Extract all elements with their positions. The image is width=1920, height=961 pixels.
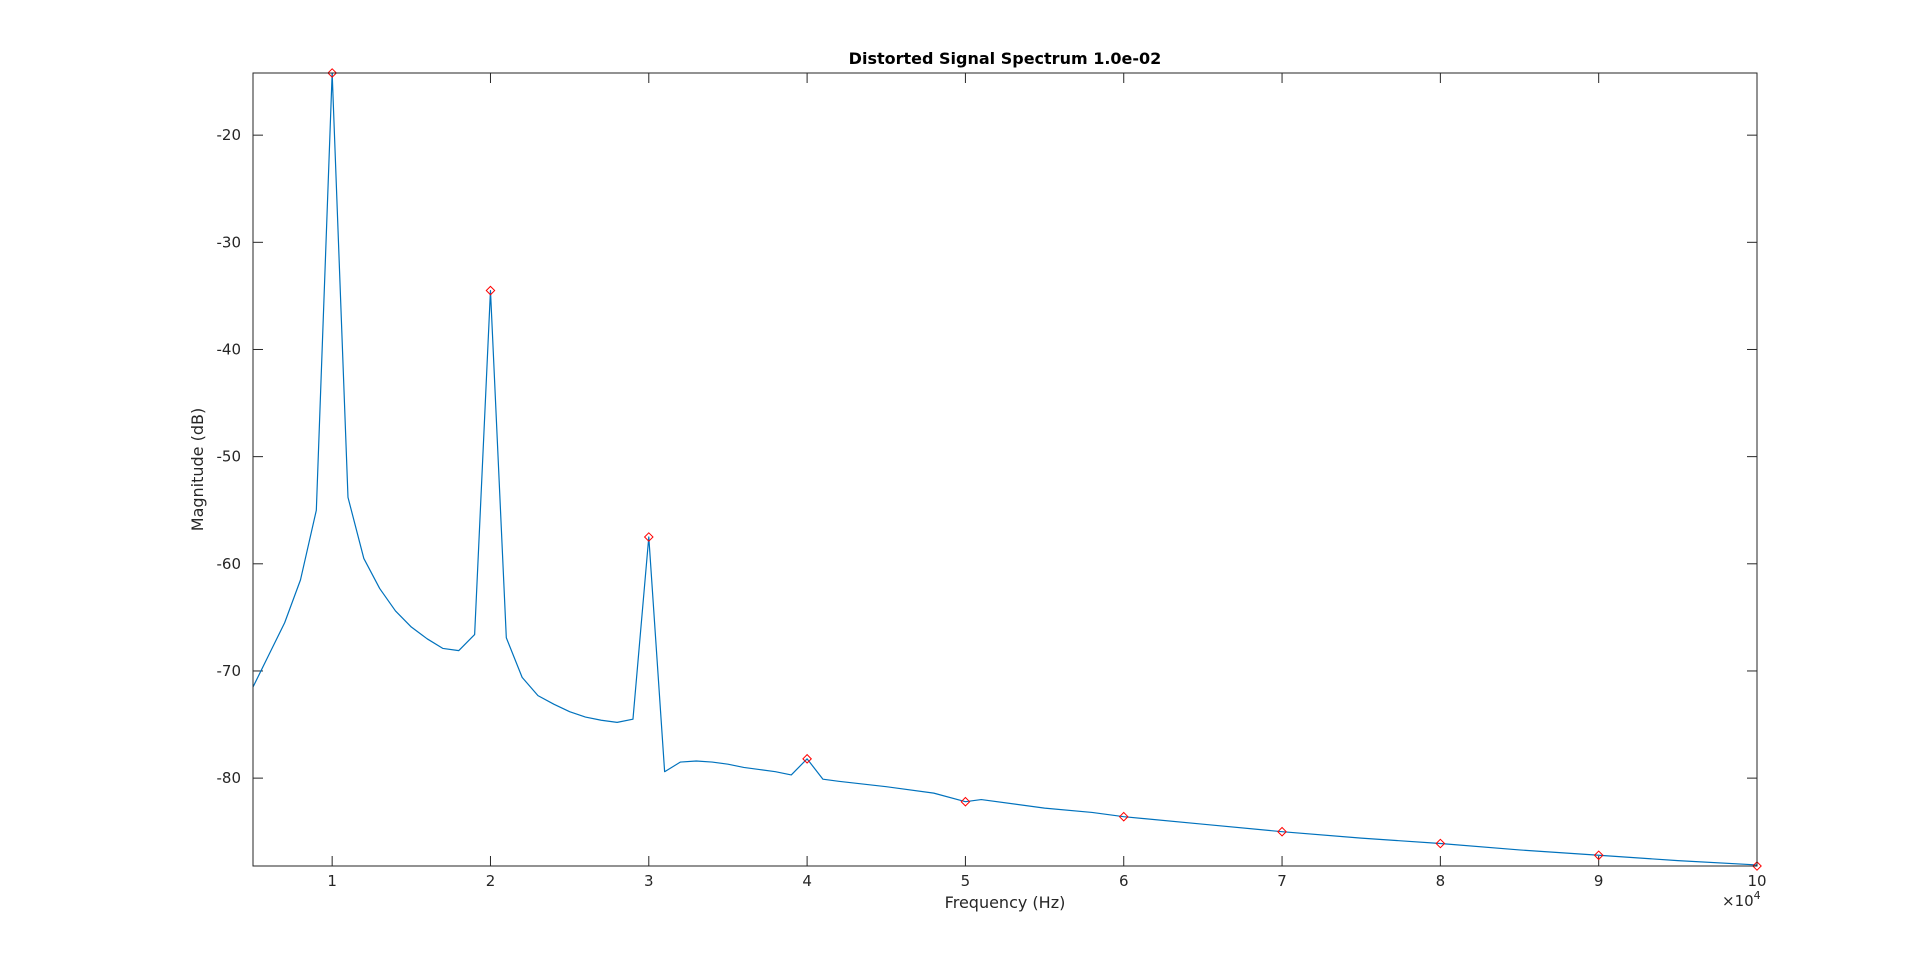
x-axis-multiplier-exponent: 4 — [1754, 889, 1761, 902]
x-axis-exponent-label: ×104 — [1722, 889, 1761, 910]
y-tick-label: -30 — [217, 233, 242, 251]
x-tick-label: 5 — [961, 872, 971, 890]
x-tick-label: 4 — [802, 872, 812, 890]
x-tick-label: 2 — [486, 872, 496, 890]
x-tick-label: 7 — [1277, 872, 1287, 890]
peak-marker — [485, 285, 496, 296]
spectrum-line — [252, 72, 1758, 866]
axes-background — [253, 73, 1757, 866]
peak-marker — [1435, 838, 1446, 849]
x-axis-label: Frequency (Hz) — [945, 893, 1066, 912]
peak-marker — [1593, 850, 1604, 861]
x-tick-label: 10 — [1747, 872, 1766, 890]
y-tick-label: -60 — [217, 555, 242, 573]
y-axis-label: Magnitude (dB) — [188, 408, 207, 531]
y-tick-label: -80 — [217, 769, 242, 787]
y-tick-label: -70 — [217, 662, 242, 680]
peak-marker — [1277, 826, 1287, 837]
x-tick-label: 3 — [644, 872, 654, 890]
x-axis-multiplier-base: ×10 — [1722, 892, 1754, 910]
peak-marker — [1752, 861, 1762, 871]
peak-marker — [960, 796, 971, 807]
y-tick-label: -50 — [217, 448, 242, 466]
tick-labels: 1 2 3 4 5 6 7 8 9 10 -80 -70 -60 -50 -40 -30 -20 — [217, 126, 1767, 890]
x-tick-label: 6 — [1119, 872, 1129, 890]
x-tick-label: 1 — [327, 872, 337, 890]
peak-marker — [1118, 811, 1129, 822]
chart-title: Distorted Signal Spectrum 1.0e-02 — [849, 49, 1162, 68]
y-tick-label: -40 — [217, 340, 242, 358]
peak-marker — [327, 68, 338, 78]
x-tick-label: 9 — [1594, 872, 1604, 890]
plot-area — [252, 68, 1762, 871]
y-tick-label: -20 — [217, 126, 242, 144]
peak-marker — [802, 753, 813, 764]
x-tick-label: 8 — [1436, 872, 1446, 890]
peak-marker — [643, 532, 654, 542]
axes-box — [252, 72, 1758, 867]
